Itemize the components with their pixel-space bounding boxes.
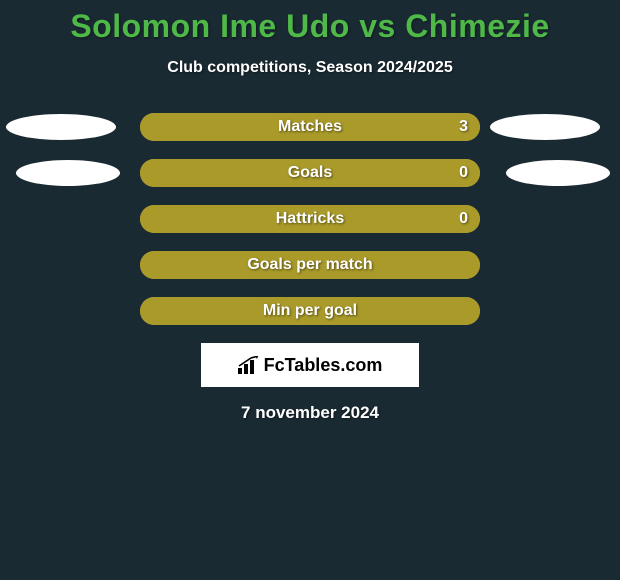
stat-bar: Matches 3 [140, 113, 480, 141]
stat-value: 0 [459, 164, 468, 182]
right-marker [506, 160, 610, 186]
comparison-subtitle: Club competitions, Season 2024/2025 [0, 59, 620, 77]
stat-bar: Goals per match [140, 251, 480, 279]
stat-label: Goals per match [247, 256, 372, 274]
stat-row-matches: Matches 3 [0, 113, 620, 141]
stat-label: Min per goal [263, 302, 357, 320]
stat-bar: Hattricks 0 [140, 205, 480, 233]
snapshot-date: 7 november 2024 [0, 403, 620, 423]
stat-label: Matches [278, 118, 342, 136]
left-marker [6, 114, 116, 140]
stat-value: 3 [459, 118, 468, 136]
stat-row-goals: Goals 0 [0, 159, 620, 187]
stat-bar: Goals 0 [140, 159, 480, 187]
right-marker [490, 114, 600, 140]
comparison-title: Solomon Ime Udo vs Chimezie [0, 0, 620, 45]
stat-label: Goals [288, 164, 332, 182]
left-marker [16, 160, 120, 186]
stat-row-goals-per-match: Goals per match [0, 251, 620, 279]
stat-label: Hattricks [276, 210, 344, 228]
brand-label: FcTables.com [238, 355, 383, 376]
stat-value: 0 [459, 210, 468, 228]
stat-row-hattricks: Hattricks 0 [0, 205, 620, 233]
stat-rows: Matches 3 Goals 0 Hattricks 0 Goals per … [0, 113, 620, 325]
stat-bar: Min per goal [140, 297, 480, 325]
brand-name: FcTables.com [264, 355, 383, 376]
brand-chart-icon [238, 356, 260, 374]
brand-box: FcTables.com [201, 343, 419, 387]
stat-row-min-per-goal: Min per goal [0, 297, 620, 325]
